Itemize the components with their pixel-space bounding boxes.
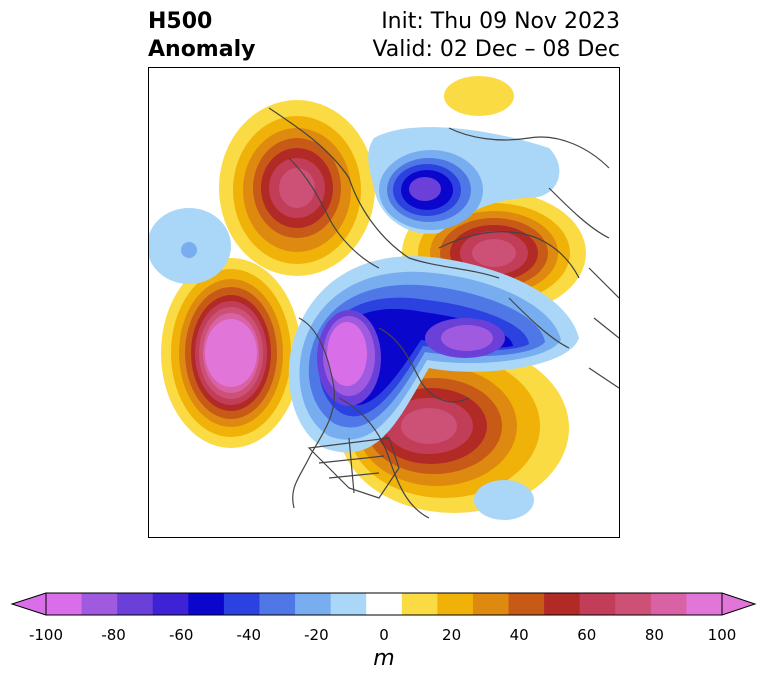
- colorbar-cell: [437, 593, 474, 615]
- chart-title-right: Init: Thu 09 Nov 2023 Valid: 02 Dec – 08…: [372, 8, 620, 64]
- anomaly-negative-siberia: [368, 127, 560, 234]
- colorbar-tick-label: 20: [442, 626, 462, 644]
- coastlines: [268, 107, 619, 519]
- colorbar-right-outline: [721, 592, 757, 616]
- colorbar-tick-label: 60: [577, 626, 597, 644]
- colorbar-cell: [508, 593, 545, 615]
- map-svg: [149, 76, 619, 520]
- anomaly-negative-pacific: [161, 258, 301, 448]
- title-anomaly: Anomaly: [148, 37, 256, 62]
- colorbar-cell: [579, 593, 616, 615]
- anomaly-negative-canada: [288, 256, 579, 453]
- colorbar-cell: [650, 593, 687, 615]
- colorbar-cells: [46, 593, 723, 615]
- colorbar-tick-label: -60: [168, 626, 194, 644]
- colorbar-cell: [188, 593, 225, 615]
- colorbar-cell: [46, 593, 83, 615]
- colorbar-left-outline: [10, 592, 47, 616]
- colorbar-cell: [686, 593, 723, 615]
- colorbar-cell: [472, 593, 510, 615]
- anomaly-map: [148, 67, 620, 538]
- colorbar-cell: [295, 593, 332, 615]
- colorbar-cell: [615, 593, 652, 615]
- colorbar-cell: [366, 593, 403, 615]
- anomaly-negative-west: [149, 208, 231, 284]
- colorbar-cell: [81, 593, 118, 615]
- colorbar-cell: [259, 593, 296, 615]
- colorbar-outline: [45, 592, 723, 616]
- colorbar-right-arrow: [722, 593, 755, 615]
- colorbar-tick-label: 80: [644, 626, 664, 644]
- title-variable: H500: [148, 9, 213, 34]
- colorbar: [10, 592, 757, 616]
- colorbar-tick-label: -40: [236, 626, 262, 644]
- colorbar-unit: m: [373, 646, 395, 671]
- valid-range: Valid: 02 Dec – 08 Dec: [372, 37, 620, 62]
- init-date: Init: Thu 09 Nov 2023: [381, 9, 620, 34]
- colorbar-cell: [117, 593, 154, 615]
- colorbar-tick-label: 40: [509, 626, 529, 644]
- colorbar-tick-label: 100: [707, 626, 737, 644]
- colorbar-tick-label: -80: [101, 626, 126, 644]
- colorbar-cell: [152, 593, 189, 615]
- chart-title-left: H500 Anomaly: [148, 8, 255, 64]
- colorbar-left-arrow: [12, 593, 46, 615]
- anomaly-negative-atlantic: [474, 480, 534, 520]
- colorbar-cell: [223, 593, 260, 615]
- colorbar-cell: [330, 593, 367, 615]
- colorbar-tick-label: -20: [304, 626, 329, 644]
- anomaly-positive-alaska: [219, 100, 375, 276]
- colorbar-cell: [401, 593, 438, 615]
- anomaly-positive-arctic: [444, 76, 514, 116]
- colorbar-cell: [544, 593, 581, 615]
- colorbar-tick-label: 0: [379, 626, 389, 644]
- colorbar-tick-label: -100: [28, 626, 64, 644]
